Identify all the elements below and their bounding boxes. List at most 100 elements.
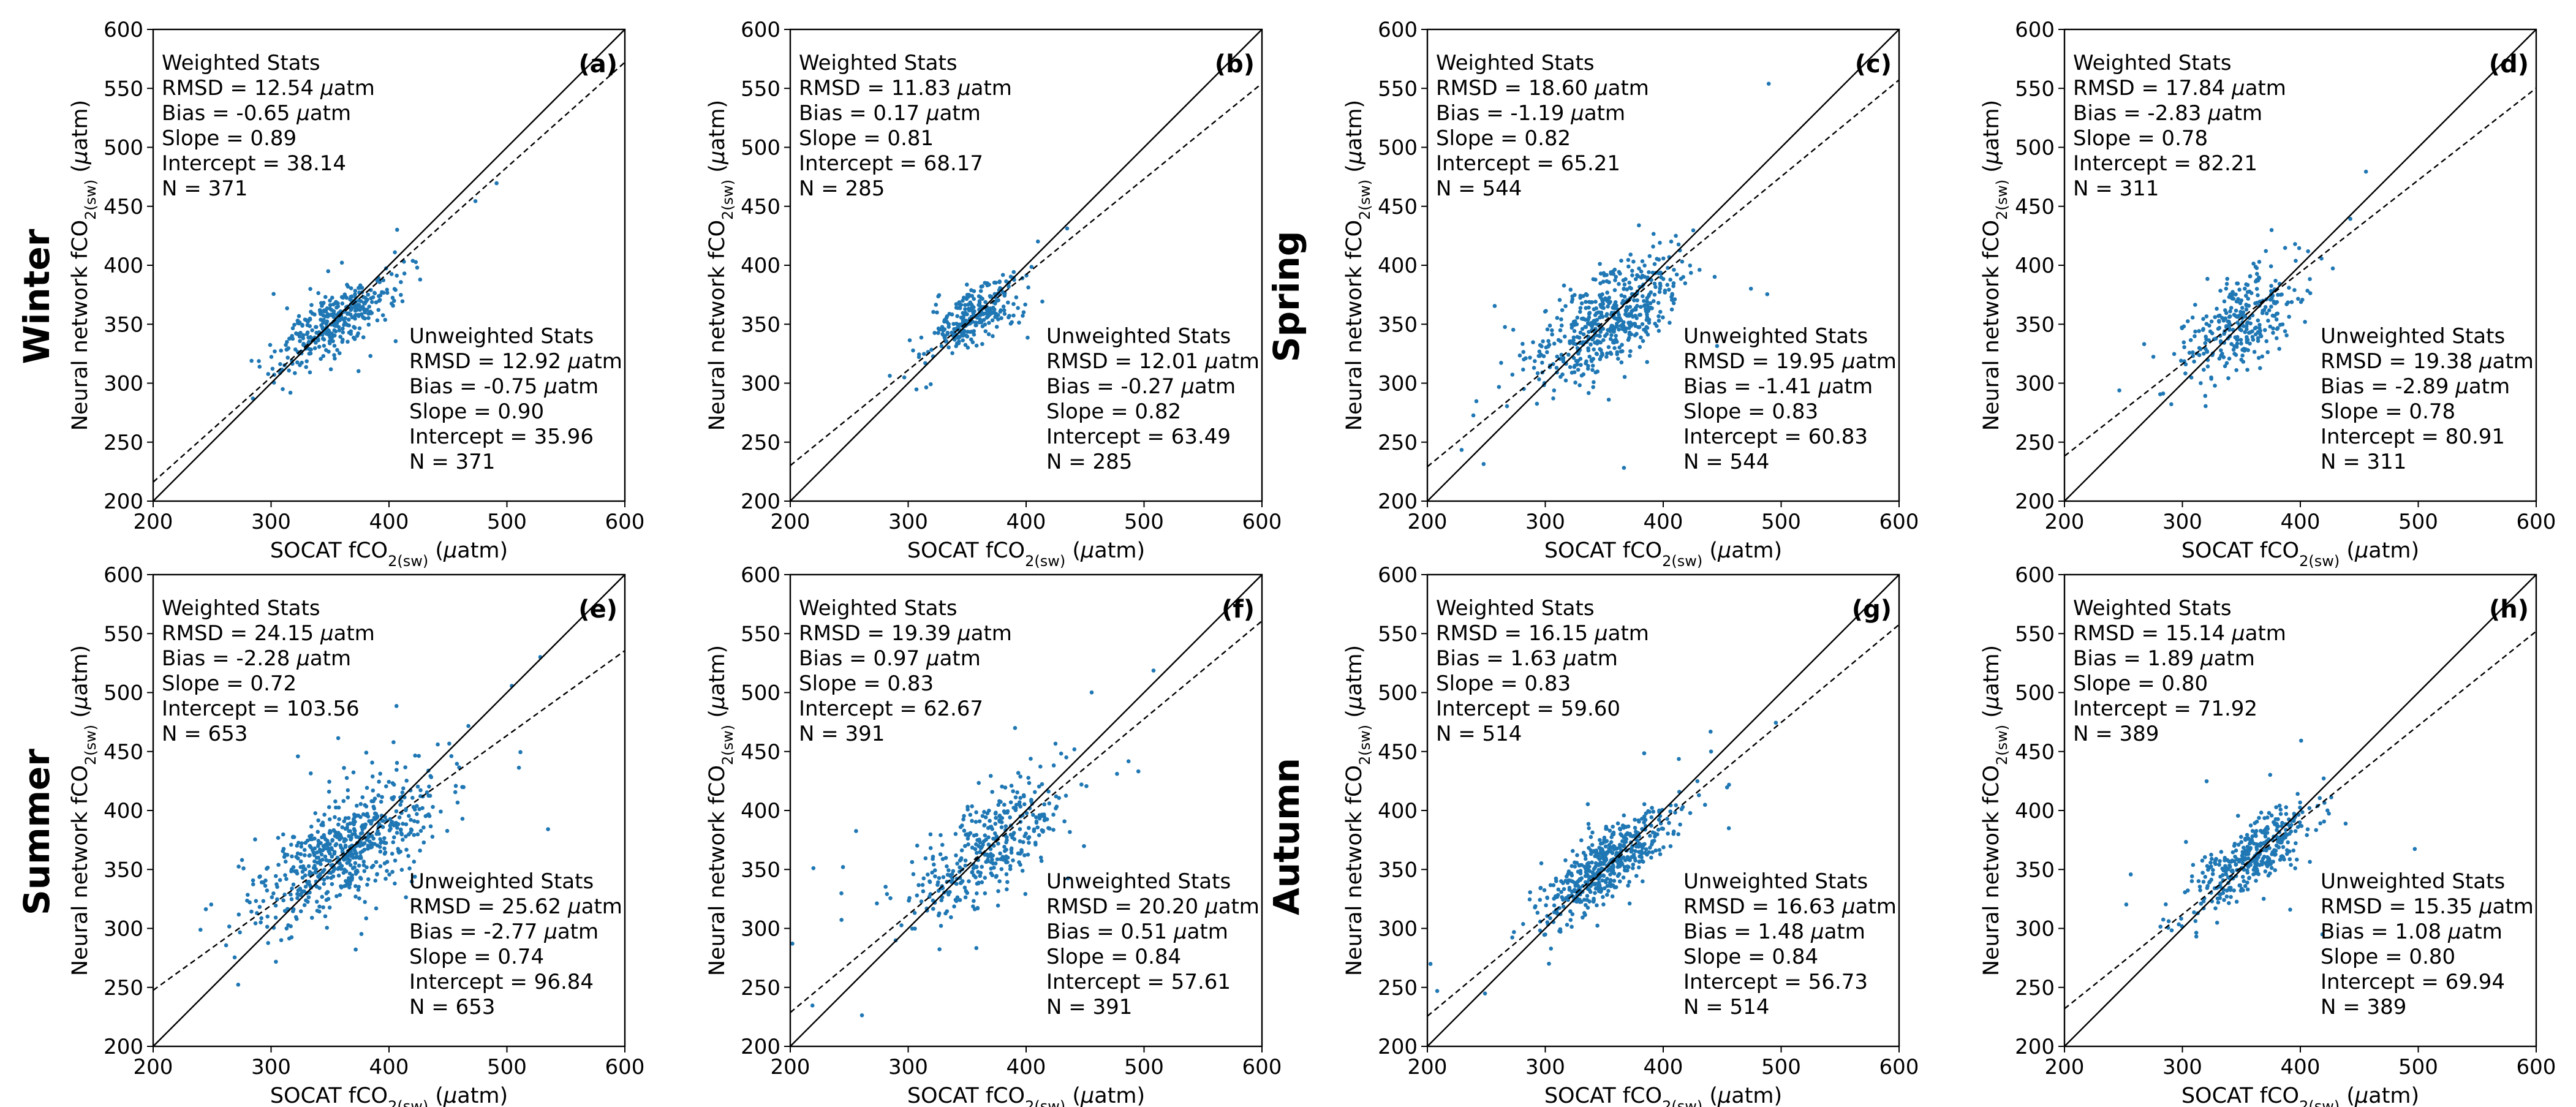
scatter-point — [2235, 341, 2240, 346]
scatter-point — [315, 860, 320, 865]
scatter-point — [358, 844, 362, 848]
scatter-point — [1565, 874, 1569, 879]
scatter-point — [1024, 831, 1028, 836]
scatter-point — [1024, 273, 1029, 278]
scatter-point — [1634, 874, 1639, 878]
scatter-point — [1586, 822, 1591, 826]
scatter-point — [2243, 314, 2248, 319]
scatter-point — [420, 806, 425, 810]
scatter-point — [973, 875, 978, 880]
scatter-point — [962, 828, 967, 833]
scatter-point — [382, 836, 387, 841]
scatter-point — [1568, 287, 1573, 292]
scatter-point — [286, 923, 290, 928]
scatter-point — [393, 339, 398, 344]
regression-line — [2064, 87, 2536, 457]
scatter-point — [1008, 867, 1013, 871]
scatter-point — [290, 886, 294, 891]
scatter-point — [309, 824, 314, 829]
scatter-point — [307, 339, 311, 344]
scatter-point — [319, 852, 324, 857]
x-tick-label: 500 — [1761, 1055, 1801, 1079]
scatter-point — [349, 331, 353, 336]
scatter-point — [381, 278, 386, 282]
scatter-point — [332, 328, 337, 333]
scatter-point — [426, 813, 430, 817]
scatter-point — [1581, 915, 1585, 920]
scatter-point — [2250, 829, 2255, 833]
scatter-point — [2243, 286, 2247, 291]
scatter-point — [2284, 828, 2288, 832]
scatter-point — [1136, 769, 1141, 774]
scatter-point — [2257, 322, 2262, 327]
scatter-point — [965, 836, 970, 841]
scatter-point — [2274, 336, 2279, 341]
scatter-point — [358, 854, 363, 859]
scatter-point — [1546, 339, 1551, 344]
scatter-point — [2253, 866, 2258, 871]
scatter-point — [401, 837, 405, 842]
scatter-point — [1002, 803, 1007, 807]
scatter-point — [1615, 864, 1620, 869]
scatter-point — [1023, 302, 1027, 307]
weighted-intercept: Intercept = 103.56 — [162, 697, 360, 721]
scatter-point — [1559, 317, 1563, 322]
scatter-point — [1027, 841, 1031, 845]
scatter-point — [303, 853, 307, 858]
scatter-point — [2276, 292, 2280, 297]
weighted-stats-title: Weighted Stats — [2073, 596, 2232, 621]
scatter-point — [2256, 275, 2261, 280]
panel-tag: (f) — [1222, 595, 1255, 624]
scatter-point — [1011, 301, 1016, 306]
scatter-point — [366, 311, 371, 316]
scatter-point — [415, 265, 420, 270]
scatter-point — [353, 872, 358, 876]
scatter-point — [366, 315, 371, 320]
scatter-point — [404, 779, 409, 783]
scatter-point — [353, 947, 358, 952]
scatter-point — [1644, 317, 1649, 322]
scatter-point — [992, 866, 996, 870]
scatter-point — [975, 850, 979, 855]
weighted-stats-title: Weighted Stats — [799, 51, 958, 75]
scatter-point — [2253, 301, 2257, 306]
scatter-point — [1649, 842, 1654, 847]
scatter-point — [198, 928, 203, 932]
scatter-point — [1644, 847, 1649, 852]
x-tick-label: 500 — [2398, 1055, 2438, 1079]
scatter-point — [2164, 902, 2168, 907]
scatter-point — [2325, 808, 2330, 813]
scatter-point — [2215, 306, 2219, 311]
scatter-point — [360, 849, 365, 853]
scatter-point — [996, 803, 1001, 807]
scatter-point — [1587, 330, 1591, 334]
scatter-point — [942, 335, 947, 339]
scatter-point — [2273, 279, 2278, 283]
scatter-point — [1559, 879, 1563, 883]
scatter-point — [378, 849, 383, 854]
scatter-point — [2253, 279, 2258, 284]
scatter-point — [1596, 855, 1600, 860]
scatter-point — [2237, 883, 2242, 888]
scatter-point — [2269, 284, 2273, 288]
y-axis-title: Neural network fCO2(sw) (μatm) — [1979, 645, 2011, 976]
scatter-point — [952, 327, 956, 331]
scatter-point — [961, 295, 966, 300]
scatter-point — [2289, 863, 2293, 867]
scatter-point — [337, 866, 341, 870]
scatter-point — [236, 864, 241, 869]
scatter-point — [412, 874, 417, 879]
scatter-point — [1558, 328, 1563, 333]
scatter-point — [1615, 821, 1620, 826]
scatter-point — [360, 304, 365, 309]
scatter-point — [1036, 239, 1040, 244]
scatter-point — [360, 285, 364, 290]
y-tick-label: 500 — [104, 681, 143, 706]
scatter-point — [445, 828, 450, 833]
scatter-point — [289, 842, 293, 847]
scatter-point — [1584, 867, 1588, 871]
scatter-point — [1611, 844, 1616, 848]
one-to-one-line — [2064, 575, 2536, 1046]
scatter-point — [309, 915, 314, 920]
scatter-point — [963, 303, 967, 308]
